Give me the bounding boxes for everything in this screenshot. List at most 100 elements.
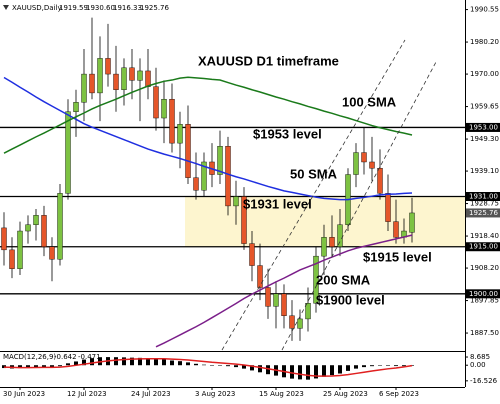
header-value: 1930.60	[86, 4, 115, 12]
macd-bar	[18, 365, 22, 369]
candle-body	[33, 215, 39, 225]
series-label: 200 SMA	[316, 272, 371, 287]
macd-bar	[330, 365, 334, 376]
level-price-box	[466, 242, 500, 252]
level-annotation: $1900 level	[316, 292, 385, 307]
candle-body	[257, 265, 263, 288]
macd-bar	[82, 359, 86, 366]
candle-body	[217, 146, 223, 175]
macd-bar	[114, 357, 118, 366]
macd-bar	[50, 365, 54, 368]
candle-body	[1, 227, 7, 251]
macd-bar	[314, 365, 318, 379]
level-annotation: $1915 level	[363, 249, 432, 264]
candle-body	[233, 196, 239, 207]
x-tick-label: 25 Aug 2023	[323, 390, 368, 398]
level-price-label: 1900.00	[469, 290, 498, 298]
candle-body	[385, 193, 391, 222]
candle-body	[65, 111, 71, 194]
macd-bar	[210, 365, 214, 366]
macd-value: -0.471	[78, 353, 101, 361]
candle-body	[97, 58, 103, 94]
sma-line	[3, 76, 413, 201]
macd-bar	[234, 365, 238, 368]
macd-bar	[226, 365, 230, 367]
macd-bar	[34, 365, 38, 368]
candle-body	[89, 73, 95, 94]
trend-line	[281, 61, 437, 351]
macd-bar	[322, 365, 326, 377]
candle-body	[337, 224, 343, 247]
candle-body	[25, 224, 31, 232]
macd-tick-label: 0.00	[470, 361, 486, 369]
macd-bar	[162, 359, 166, 366]
macd-bar	[258, 365, 262, 373]
macd-bar	[2, 365, 6, 369]
candle-body	[153, 86, 159, 119]
candle-body	[193, 177, 199, 191]
y-tick-label: 1918.40	[470, 232, 499, 240]
candle-body	[161, 98, 167, 119]
macd-bar	[202, 364, 206, 366]
y-tick-label: 1949.30	[470, 135, 499, 143]
macd-bar	[130, 357, 134, 366]
candle-body	[297, 318, 303, 329]
macd-bar	[58, 365, 62, 367]
candle-body	[17, 230, 23, 269]
macd-bar	[266, 365, 270, 375]
candle-body	[41, 215, 47, 247]
candle-body	[353, 152, 359, 175]
candle-body	[9, 249, 15, 269]
macd-bar	[74, 361, 78, 366]
macd-tick-label: -16.526	[470, 377, 498, 385]
macd-bar	[194, 363, 198, 366]
level-price-label: 1915.00	[469, 243, 498, 251]
candle-body	[121, 67, 127, 90]
candle-body	[177, 124, 183, 144]
candle-body	[409, 212, 415, 233]
macd-bar	[146, 358, 150, 366]
x-tick-label: 3 Aug 2023	[195, 390, 235, 398]
candle-body	[249, 243, 255, 266]
plot	[0, 17, 465, 380]
level-price-box	[466, 122, 500, 132]
macd-bar	[290, 365, 294, 379]
y-tick-label: 1939.10	[470, 167, 499, 175]
macd-bar	[338, 365, 342, 374]
y-tick-label: 1887.50	[470, 329, 499, 337]
y-tick-label: 1970.00	[470, 70, 499, 78]
candle-body	[281, 293, 287, 316]
macd-bar	[242, 365, 246, 369]
macd-bar	[42, 365, 46, 368]
series-label: 50 SMA	[290, 166, 338, 181]
candle-body	[49, 246, 55, 260]
sma-line	[155, 234, 413, 348]
macd-bar	[138, 357, 142, 366]
level-annotation: $1931 level	[243, 196, 312, 211]
candle-body	[81, 73, 87, 103]
y-tick-label: 1897.85	[470, 297, 499, 305]
symbol: XAUUSD,Daily	[12, 4, 62, 12]
macd-bar	[186, 362, 190, 366]
macd-value: -0.642	[54, 353, 77, 361]
macd-bar	[170, 360, 174, 366]
level-price-box	[466, 192, 500, 202]
level-price-box	[466, 289, 500, 299]
candle-body	[369, 161, 375, 169]
macd-bar	[410, 365, 414, 366]
candle-body	[201, 161, 207, 191]
candle-body	[321, 237, 327, 257]
candle-body	[329, 237, 335, 247]
x-tick-label: 24 Jul 2023	[131, 390, 171, 398]
y-tick-label: 1980.20	[470, 38, 499, 46]
y-tick-label: 1908.20	[470, 264, 499, 272]
macd-bar	[370, 365, 374, 367]
candle-body	[145, 70, 151, 87]
chart-title: XAUUSD D1 timeframe	[198, 53, 339, 68]
candle-body	[305, 303, 311, 320]
trend-line	[221, 39, 406, 351]
header-value: 1919.59	[59, 4, 88, 12]
y-tick-label: 1928.75	[470, 200, 499, 208]
macd-bar	[378, 365, 382, 366]
x-tick-label: 6 Sep 2023	[379, 390, 419, 398]
